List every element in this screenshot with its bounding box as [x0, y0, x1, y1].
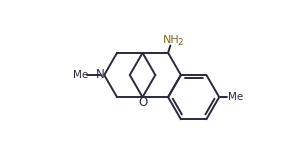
Text: Me: Me	[228, 92, 243, 102]
Text: O: O	[138, 96, 147, 109]
Text: NH: NH	[163, 35, 180, 45]
Text: 2: 2	[177, 38, 183, 47]
Text: N: N	[96, 68, 104, 81]
Text: Me: Me	[73, 70, 88, 80]
